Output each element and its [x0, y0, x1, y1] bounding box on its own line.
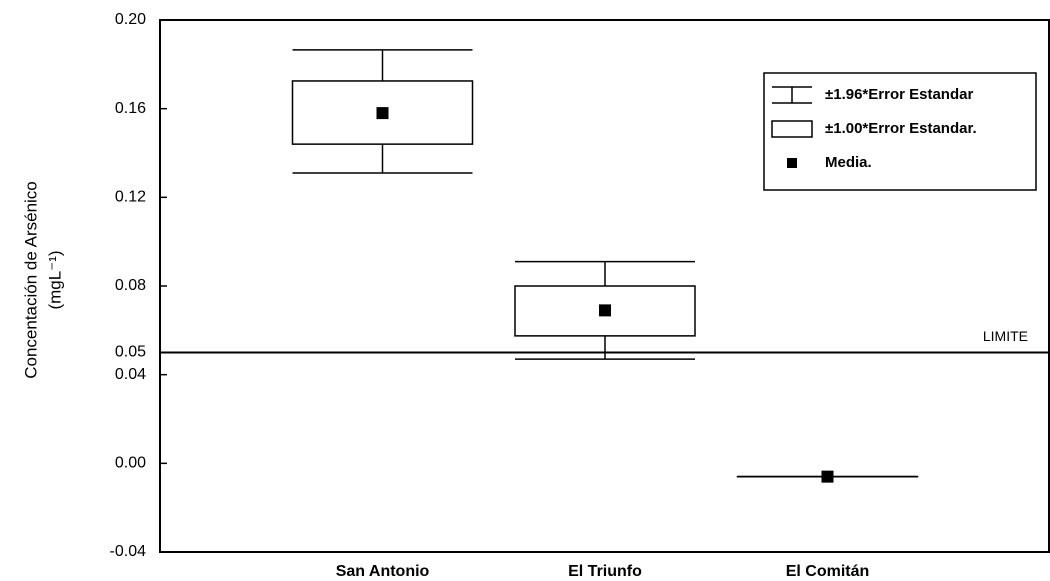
- mean-marker: [376, 107, 389, 120]
- y-tick-label: 0.05: [115, 344, 146, 361]
- y-axis-label: Concentación de Arsénico: [21, 181, 40, 379]
- y-tick-label: 0.04: [115, 366, 146, 383]
- x-tick-label: El Triunfo: [568, 563, 642, 580]
- mean-marker: [599, 304, 611, 317]
- x-tick-label: El Comitán: [786, 563, 870, 580]
- legend-label: ±1.96*Error Estandar: [825, 86, 973, 103]
- y-tick-label: 0.00: [115, 455, 146, 472]
- legend-icon-mean: [787, 158, 797, 168]
- legend-label: Media.: [825, 154, 872, 171]
- y-tick-label: 0.20: [115, 11, 146, 28]
- y-tick-label: 0.16: [115, 100, 146, 117]
- legend-icon-box: [771, 120, 813, 138]
- legend-label: ±1.00*Error Estandar.: [825, 120, 977, 137]
- y-tick-label: 0.12: [115, 189, 146, 206]
- y-axis-label-unit: (mgL⁻¹): [45, 250, 64, 309]
- mean-marker: [821, 470, 834, 483]
- x-tick-label: San Antonio: [336, 563, 430, 580]
- y-tick-label: -0.04: [110, 543, 147, 560]
- y-tick-label: 0.08: [115, 277, 146, 294]
- reference-line-label: LIMITE: [983, 328, 1028, 344]
